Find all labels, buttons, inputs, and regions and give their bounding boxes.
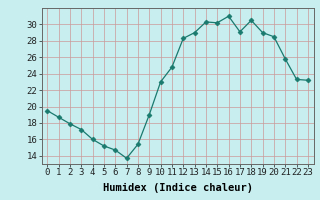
X-axis label: Humidex (Indice chaleur): Humidex (Indice chaleur)	[103, 183, 252, 193]
